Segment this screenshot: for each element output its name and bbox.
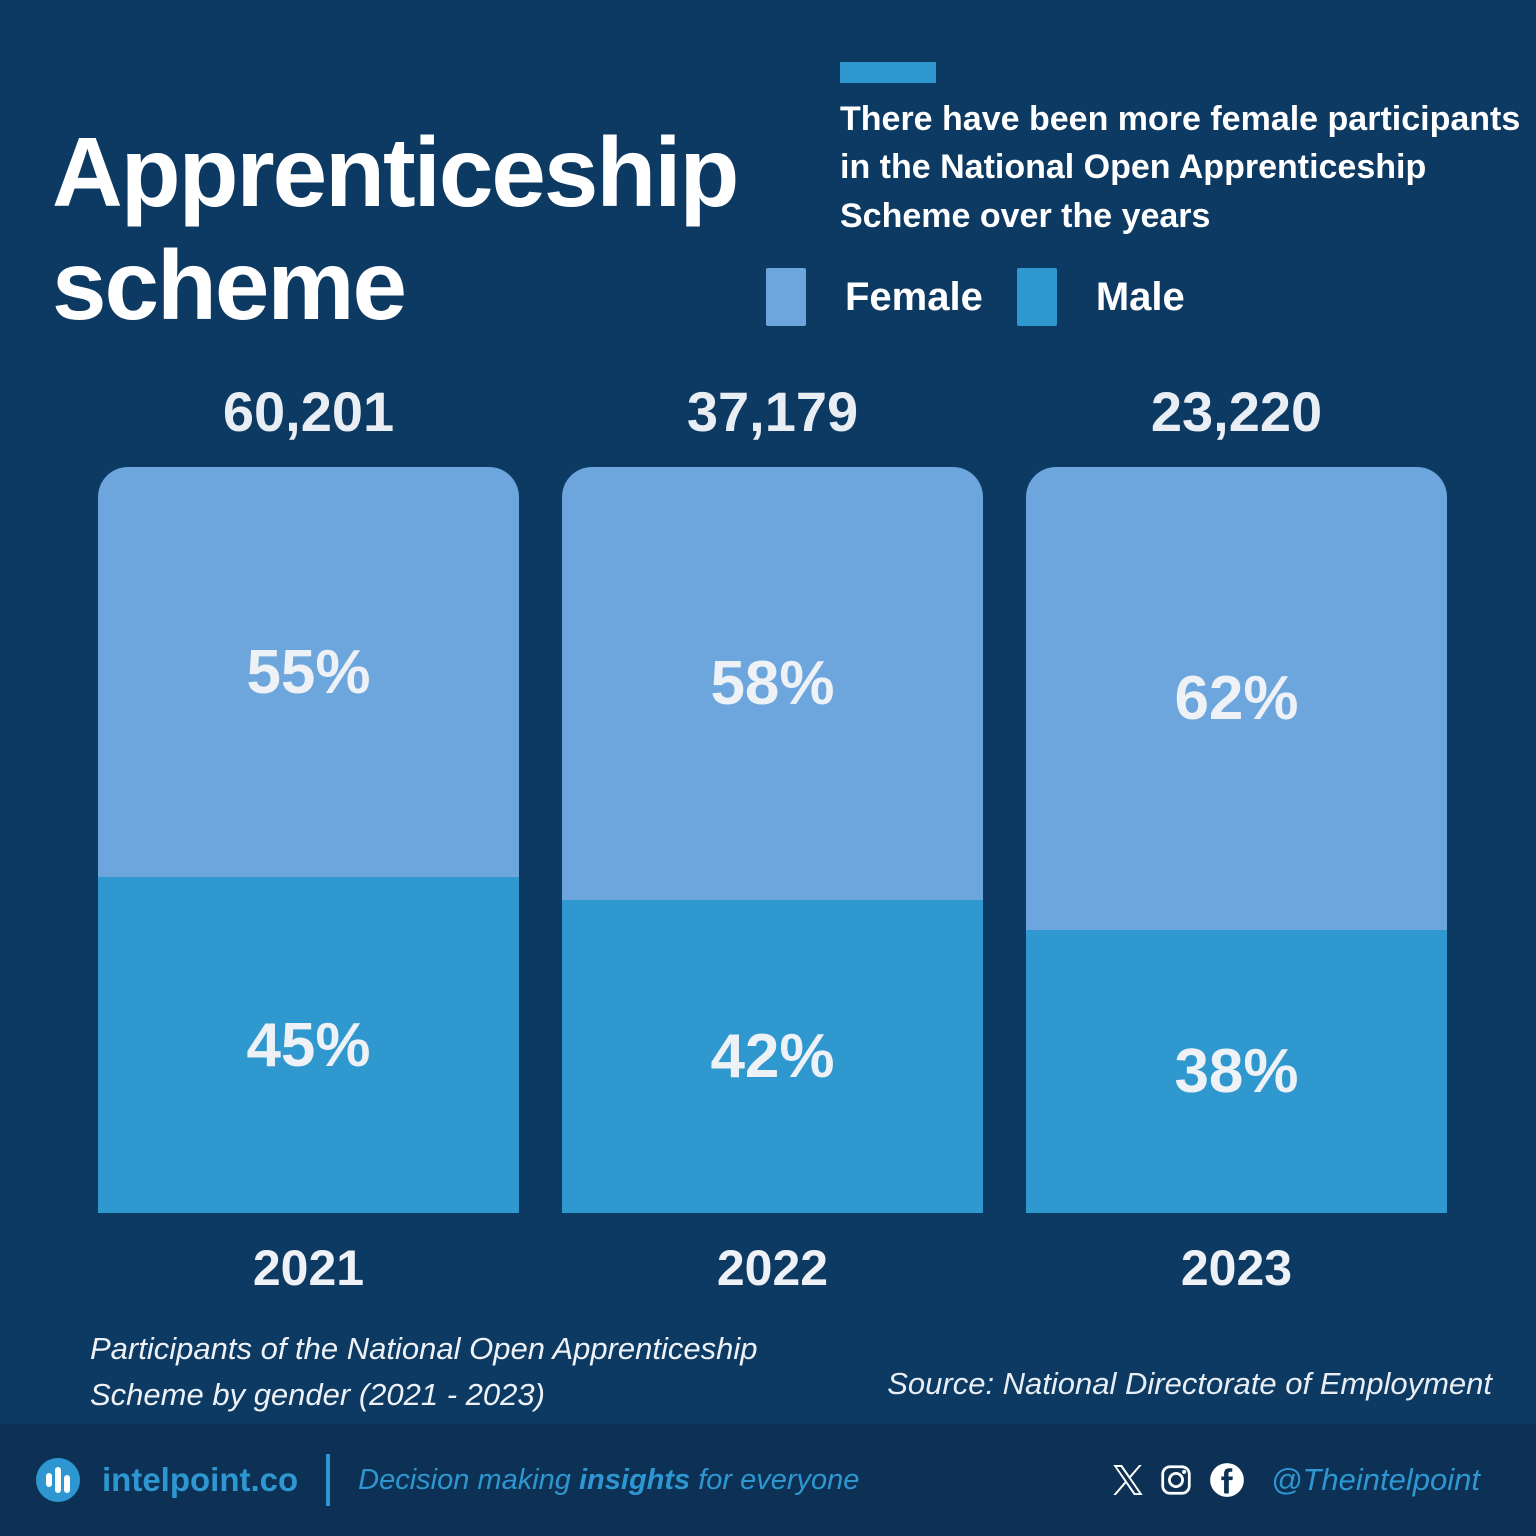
legend-item-female: Female [766,268,983,326]
male-percent-label: 42% [710,1021,835,1091]
footer-divider [326,1454,331,1506]
subtitle-accent-bar [840,62,936,83]
bar-column: 60,201 55% 45% 2021 [98,380,519,1297]
bar-segment-female: 58% [562,467,983,900]
female-swatch [766,268,806,326]
bar: 62% 38% [1026,467,1447,1213]
instagram-icon [1159,1463,1193,1497]
page-title: Apprenticeship scheme [52,116,739,341]
female-percent-label: 62% [1174,663,1299,733]
chart-caption: Participants of the National Open Appren… [90,1331,758,1412]
bar-year-label: 2023 [1180,1240,1293,1296]
bar-segment-female: 55% [98,467,519,878]
bar-segment-male: 38% [1026,929,1447,1213]
subtitle: There have been more female participants… [840,100,1521,235]
footer-tagline: Decision making insights for everyone [358,1463,860,1496]
female-percent-label: 55% [246,637,371,707]
bar-segment-male: 42% [562,899,983,1213]
bar-segment-male: 45% [98,877,519,1213]
bar-total: 23,220 [1150,380,1323,443]
facebook-icon [1209,1462,1245,1498]
social-handle: @Theintelpoint [1271,1462,1480,1497]
bar: 58% 42% [562,467,983,1213]
male-swatch [1016,268,1057,326]
legend-label-male: Male [1095,274,1185,319]
brand-name: intelpoint.co [102,1461,299,1498]
intelpoint-logo-icon [36,1458,80,1502]
bar-total: 37,179 [686,380,859,443]
bar-total: 60,201 [222,380,395,443]
male-percent-label: 38% [1174,1036,1299,1106]
footer-social-group: @Theintelpoint [1113,1462,1480,1498]
bar: 55% 45% [98,467,519,1213]
legend-label-female: Female [845,274,983,319]
stacked-bar-chart: 60,201 55% 45% 2021 37,179 58% 42% [98,380,1448,1297]
bar-year-label: 2022 [716,1240,829,1296]
female-percent-label: 58% [710,648,835,718]
source-note: Source: National Directorate of Employme… [887,1366,1492,1401]
bar-segment-female: 62% [1026,467,1447,930]
bar-column: 23,220 62% 38% 2023 [1026,380,1447,1297]
footer-bar: intelpoint.co Decision making insights f… [0,1424,1536,1536]
bar-year-label: 2021 [252,1240,365,1296]
legend-item-male: Male [1016,268,1185,326]
x-icon [1113,1465,1143,1495]
bar-column: 37,179 58% 42% 2022 [562,380,983,1297]
male-percent-label: 45% [246,1010,371,1080]
legend: Female Male [766,268,1185,326]
